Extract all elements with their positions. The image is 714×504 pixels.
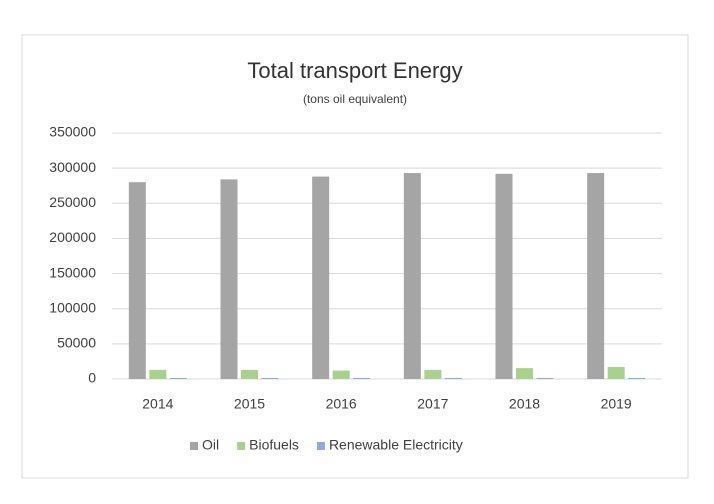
legend-swatch bbox=[190, 442, 198, 450]
bar bbox=[536, 377, 554, 379]
bar bbox=[587, 173, 605, 379]
legend-label: Oil bbox=[202, 437, 219, 453]
x-tick-label: 2016 bbox=[326, 396, 357, 412]
bar bbox=[220, 179, 238, 379]
bar bbox=[628, 377, 646, 379]
legend-swatch bbox=[316, 442, 325, 450]
bar bbox=[403, 173, 421, 379]
bar bbox=[241, 369, 258, 379]
bar bbox=[495, 173, 513, 379]
bar bbox=[516, 368, 533, 379]
y-tick-label: 0 bbox=[88, 370, 96, 386]
y-tick-label: 200000 bbox=[49, 229, 96, 245]
y-tick-label: 350000 bbox=[49, 124, 96, 140]
x-tick-label: 2017 bbox=[417, 396, 448, 412]
bar bbox=[444, 377, 462, 379]
bar bbox=[128, 182, 146, 379]
x-tick-label: 2019 bbox=[601, 396, 632, 412]
y-tick-label: 50000 bbox=[57, 335, 96, 351]
x-tick-label: 2015 bbox=[234, 396, 265, 412]
chart-title: Total transport Energy bbox=[247, 58, 462, 83]
bar bbox=[424, 369, 442, 379]
legend-label: Biofuels bbox=[249, 437, 299, 453]
y-tick-label: 300000 bbox=[49, 159, 96, 175]
bar bbox=[261, 377, 279, 379]
bar bbox=[312, 176, 330, 379]
y-tick-label: 150000 bbox=[49, 264, 96, 280]
legend-label: Renewable Electricity bbox=[329, 437, 463, 453]
bar bbox=[149, 369, 167, 379]
y-tick-label: 250000 bbox=[49, 194, 96, 210]
legend-swatch bbox=[237, 442, 246, 450]
x-tick-label: 2018 bbox=[509, 396, 540, 412]
chart-subtitle: (tons oil equivalent) bbox=[303, 92, 407, 106]
x-tick-label: 2014 bbox=[142, 396, 173, 412]
bar bbox=[332, 370, 350, 379]
bar bbox=[169, 377, 187, 379]
bar bbox=[353, 377, 371, 379]
y-tick-label: 100000 bbox=[49, 299, 96, 315]
bar bbox=[607, 367, 625, 379]
